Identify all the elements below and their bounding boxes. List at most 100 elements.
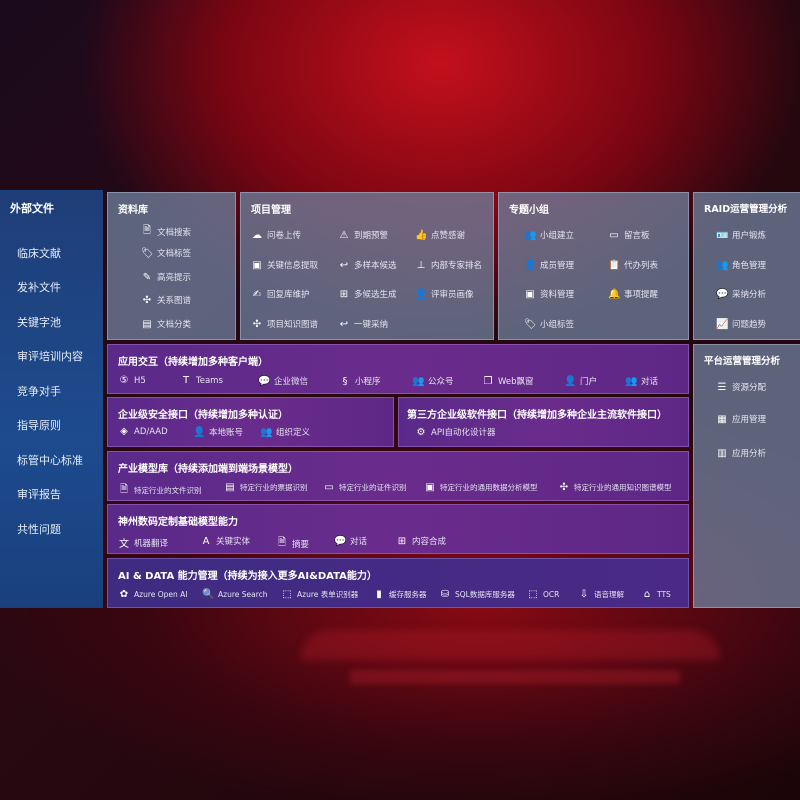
base-item[interactable]: ⊞ 内容合成 [396, 535, 446, 548]
item-label: 内部专家排名 [431, 261, 483, 271]
project-item[interactable]: ✣ 项目知识图谱 [251, 318, 318, 331]
group-item[interactable]: 📋 代办列表 [608, 259, 658, 272]
library-item[interactable]: ✎ 高亮提示 [141, 271, 191, 284]
base-item[interactable]: 💬 对话 [334, 535, 368, 548]
item-label: 对话 [350, 537, 368, 547]
sidebar-item[interactable]: 竞争对手 [17, 385, 61, 398]
sidebar-item[interactable]: 指导原则 [17, 419, 61, 432]
item-label: 特定行业的票据识别 [240, 483, 308, 492]
data-chart-icon: ▣ [425, 482, 435, 493]
app-item[interactable]: § 小程序 [339, 375, 381, 388]
thirdparty-item[interactable]: ⚙ API自动化设计器 [415, 426, 496, 439]
sidebar-item[interactable]: 审评培训内容 [17, 350, 83, 363]
ai-item[interactable]: ⬚ Azure 表单识别器 [281, 589, 358, 600]
window-icon: ▣ [252, 259, 262, 271]
item-label: OCR [543, 590, 560, 599]
industry-item[interactable]: ▤ 特定行业的票据识别 [224, 482, 308, 493]
raid-item[interactable]: 🪪 用户锻炼 [716, 229, 766, 242]
project-item[interactable]: ✍ 回复库维护 [251, 288, 310, 301]
reply-icon: ↩ [339, 318, 349, 330]
ai-item[interactable]: ⌂ TTS [641, 589, 671, 600]
group-item[interactable]: 👤 成员管理 [524, 259, 574, 272]
ai-item[interactable]: 🔍 Azure Search [202, 589, 268, 600]
pen-icon: ✎ [142, 271, 152, 283]
industry-item[interactable]: ✣ 特定行业的通用知识图谱模型 [558, 482, 672, 493]
panel-title: 专题小组 [509, 205, 549, 216]
sidebar-item[interactable]: 临床文献 [17, 247, 61, 260]
panel-title: 企业级安全接口（持续增加多种认证） [118, 410, 288, 421]
id-card-icon: 🪪 [716, 229, 729, 241]
panel-title: 神州数码定制基础模型能力 [118, 517, 238, 528]
summary-icon: 🗎 [277, 537, 287, 548]
library-item[interactable]: ✣ 关系图谱 [141, 294, 191, 307]
item-label: 事项提醒 [624, 290, 659, 300]
tts-icon: ⌂ [643, 589, 651, 600]
industry-item[interactable]: 🗎 特定行业的文件识别 [118, 482, 202, 499]
group-item[interactable]: 👥 小组建立 [524, 229, 575, 242]
raid-item[interactable]: 📈 问题趋势 [716, 318, 766, 331]
group-item[interactable]: 🏷 小组标签 [524, 318, 575, 331]
alarm-icon: ⚠ [339, 229, 349, 241]
item-label: 文档分类 [157, 320, 192, 330]
raid-item[interactable]: 💬 采纳分析 [716, 288, 766, 301]
user-add-icon: 👤 [524, 259, 537, 271]
ai-item[interactable]: ▮ 缓存服务器 [373, 589, 426, 600]
item-label: 摘要 [292, 539, 310, 550]
platform-item[interactable]: ☰ 资源分配 [716, 381, 767, 394]
sidebar-item[interactable]: 标管中心标准 [17, 454, 83, 467]
project-item[interactable]: ▣ 关键信息提取 [251, 259, 318, 272]
app-item[interactable]: T Teams [180, 375, 223, 386]
group-item[interactable]: ▣ 资料管理 [524, 288, 574, 301]
security-item[interactable]: 👤 本地账号 [193, 426, 243, 439]
project-item[interactable]: ⊞ 多候选生成 [338, 288, 397, 301]
group-item[interactable]: 🔔 事项提醒 [608, 288, 659, 301]
item-label: 小组标签 [540, 320, 575, 330]
industry-item[interactable]: ▭ 特定行业的证件识别 [323, 482, 406, 493]
base-item[interactable]: 🗎 摘要 [276, 535, 309, 552]
base-item[interactable]: 文机器翻译 [118, 535, 168, 551]
app-item[interactable]: 👤 门户 [564, 375, 597, 388]
window-icon: ❐ [483, 375, 493, 387]
base-item[interactable]: A 关键实体 [200, 535, 250, 548]
app-item[interactable]: 👥 公众号 [412, 375, 454, 388]
item-label: AD/AAD [134, 426, 168, 437]
chart-icon: ▥ [717, 447, 727, 459]
project-item[interactable]: ↩ 一键采纳 [338, 318, 388, 331]
security-item[interactable]: ◈ AD/AAD [118, 426, 168, 437]
platform-item[interactable]: ▦ 应用管理 [716, 413, 766, 426]
sidebar-item[interactable]: 共性问题 [17, 523, 61, 536]
group-item[interactable]: ▭ 留言板 [608, 229, 649, 242]
platform-item[interactable]: ▥ 应用分析 [716, 447, 766, 460]
project-item[interactable]: ↩ 多样本候选 [338, 259, 397, 272]
security-item[interactable]: 👥 组织定义 [260, 426, 310, 439]
ai-item[interactable]: ⇩ 语音理解 [578, 589, 624, 600]
project-item[interactable]: ⚠ 到期预警 [338, 229, 389, 242]
project-item[interactable]: ☁ 问卷上传 [251, 229, 301, 242]
ai-item[interactable]: ⬚ OCR [527, 589, 559, 600]
library-item[interactable]: 🏷 文档标签 [141, 247, 191, 260]
library-item[interactable]: ▤ 文档分类 [141, 318, 192, 331]
app-item[interactable]: 💬 企业微信 [258, 375, 308, 388]
ai-item[interactable]: ✿ Azure Open AI [118, 589, 188, 600]
miniprogram-icon: § [342, 375, 348, 387]
sidebar-item[interactable]: 发补文件 [17, 281, 61, 294]
sidebar-external-files: 外部文件 临床文献 发补文件 关键字池 审评培训内容 竞争对手 指导原则 标管中… [0, 190, 103, 608]
industry-item[interactable]: ▣ 特定行业的通用数据分析模型 [424, 482, 538, 493]
project-item[interactable]: 👤 评审员画像 [415, 288, 474, 301]
project-item[interactable]: 👍 点赞感谢 [415, 229, 465, 242]
app-item[interactable]: 👥 对话 [625, 375, 658, 388]
ad-icon: ◈ [120, 426, 128, 437]
project-item[interactable]: ⊥ 内部专家排名 [415, 259, 483, 272]
item-label: 小组建立 [540, 231, 575, 241]
item-label: 评审员画像 [431, 290, 474, 300]
sidebar-item[interactable]: 关键字池 [17, 316, 61, 329]
app-item[interactable]: ❐ Web飘窗 [482, 375, 534, 388]
ai-item[interactable]: ⛁ SQL数据库服务器 [439, 589, 515, 600]
library-item[interactable]: 🗎 文档搜索 [141, 223, 191, 240]
item-label: Teams [196, 375, 223, 386]
raid-item[interactable]: 👥 角色管理 [716, 259, 766, 272]
panel-title: RAID运营管理分析 [704, 204, 788, 215]
item-label: 特定行业的通用数据分析模型 [440, 483, 538, 492]
sidebar-item[interactable]: 审评报告 [17, 488, 61, 501]
app-item[interactable]: ⑤ H5 [118, 375, 146, 386]
